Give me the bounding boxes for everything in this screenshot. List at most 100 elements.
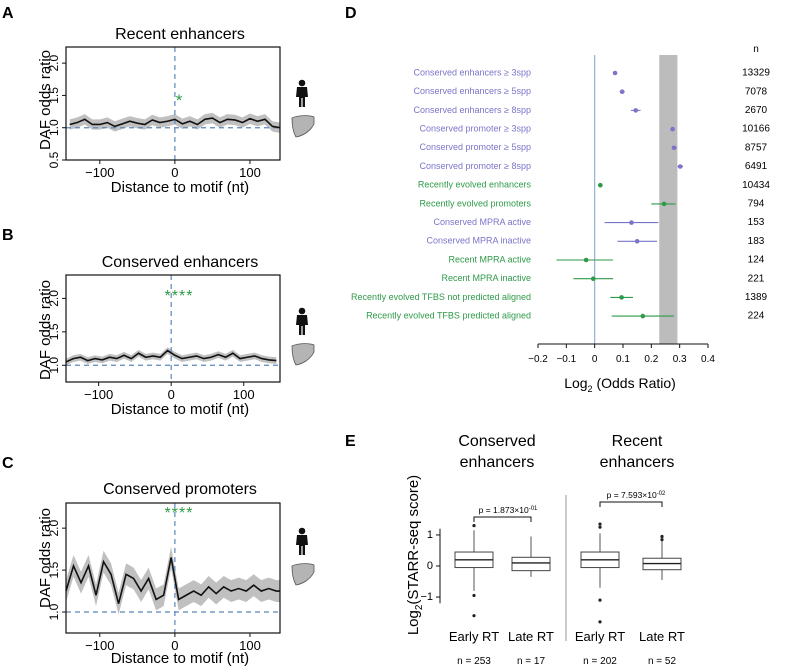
panel-d-row-n: 224 <box>748 311 765 322</box>
panel-b-xtick-label: −100 <box>84 387 113 402</box>
panel-a-xtick-label: 100 <box>239 165 261 180</box>
panel-d-row-label: Conserved promoter ≥ 3spp <box>420 123 532 133</box>
panel-e-box-label: Early RT <box>575 629 625 644</box>
panel-d-row-label: Recently evolved enhancers <box>418 180 532 190</box>
panel-d-point <box>619 89 625 94</box>
panel-c-title: Conserved promoters <box>103 481 257 498</box>
human-head <box>298 79 306 87</box>
panel-e-box-n: n = 202 <box>583 656 617 667</box>
panel-a-frame <box>65 46 281 161</box>
panel-d-row-n: 10434 <box>742 180 770 191</box>
panel-d-point <box>670 126 675 132</box>
panel-e-ylabel-rest: (STARR-seq score) <box>405 475 422 605</box>
human-body <box>296 315 308 335</box>
human-body <box>296 87 308 107</box>
panel-e-box-label: Late RT <box>508 629 554 644</box>
panel-a-xlabel: Distance to motif (nt) <box>111 179 249 196</box>
panel-e-letter: E <box>345 433 356 450</box>
panel-e-group2-title-line1: Recent <box>612 433 663 450</box>
panel-e-box <box>511 556 551 572</box>
panel-e-box-n: n = 17 <box>517 656 546 667</box>
panel-e-outlier <box>598 525 602 529</box>
panel-a-title: Recent enhancers <box>115 26 245 43</box>
panel-b-significance: **** <box>165 288 194 305</box>
panel-b-liver-icon <box>291 343 315 366</box>
panel-d-point <box>633 108 639 113</box>
liver-shape <box>291 343 315 366</box>
panel-b-ytick-label: 1.5 <box>47 323 61 340</box>
panel-a: A Recent enhancers DAF odds ratio Distan… <box>2 5 315 196</box>
panel-d-row-n: 1389 <box>745 292 768 303</box>
panel-c-ytick-label: 1.5 <box>47 561 61 578</box>
panel-d-row-label: Recently evolved TFBS not predicted alig… <box>351 292 531 302</box>
panel-b: B Conserved enhancers DAF odds ratio Dis… <box>2 227 315 418</box>
panel-b-title: Conserved enhancers <box>102 254 259 271</box>
panel-b-xtick-label: 100 <box>233 387 255 402</box>
panel-d-row-label: Conserved enhancers ≥ 5spp <box>413 86 531 96</box>
panel-a-ytick-label: 1.0 <box>47 119 61 136</box>
panel-d-xtick-label: 0.2 <box>644 354 658 365</box>
panel-e-ytick-label: −1 <box>420 591 433 603</box>
panel-d-row-n: 794 <box>748 199 765 210</box>
panel-c: C Conserved promoters DAF odds ratio Dis… <box>2 455 315 667</box>
panel-d-xtick-label: 0.4 <box>701 354 715 365</box>
panel-d-row-n: 124 <box>748 255 765 266</box>
panel-e-box-n: n = 52 <box>648 656 677 667</box>
panel-d-xtick-label: 0.1 <box>616 354 630 365</box>
panel-d-xlabel-base: Log <box>564 375 587 391</box>
panel-d-xlabel-rest: (Odds Ratio) <box>593 375 676 391</box>
panel-d-xtick-label: −0.1 <box>556 354 576 365</box>
panel-d: D n Log2 (Odds Ratio) Conserved enhancer… <box>345 5 770 394</box>
liver-shape <box>291 115 315 138</box>
panel-a-ylabel: DAF odds ratio <box>37 50 54 150</box>
panel-d-point <box>612 70 618 76</box>
panel-d-n-header: n <box>753 44 759 55</box>
panel-b-ylabel: DAF odds ratio <box>37 280 54 380</box>
panel-e-group1-pvalue-base: p = 1.873×10 <box>479 505 529 515</box>
panel-e-group1-pvalue-exp: -01 <box>529 506 538 512</box>
panel-c-frame <box>65 502 281 634</box>
panel-d-shaded-range <box>659 55 678 344</box>
panel-e-group2-pvalue-exp: -02 <box>657 491 666 497</box>
panel-d-point <box>590 276 596 282</box>
panel-d-point <box>640 313 646 319</box>
panel-a-human-figure-icon <box>296 79 308 107</box>
panel-d-row-label: Recently evolved TFBS predicted aligned <box>366 310 531 320</box>
panel-e-ytick-label: 0 <box>427 560 433 572</box>
panel-e-ylabel-base: Log <box>405 610 422 635</box>
panel-e-outlier <box>598 598 602 602</box>
panel-b-letter: B <box>2 227 14 244</box>
panel-e-group1-title-line2: enhancers <box>460 454 535 471</box>
panel-e-pvalue-bracket <box>599 501 663 507</box>
panel-a-ytick-label: 1.5 <box>47 87 61 104</box>
panel-d-row-label: Conserved MPRA active <box>433 217 531 227</box>
panel-e-ylabel: Log2(STARR-seq score) <box>405 475 425 635</box>
panel-b-human-figure-icon <box>296 307 308 335</box>
panel-c-xlabel: Distance to motif (nt) <box>111 650 249 667</box>
panel-a-series-line <box>69 117 281 129</box>
panel-d-xlabel-sub: 2 <box>588 384 593 394</box>
panel-b-xtick-label: 0 <box>168 387 175 402</box>
panel-d-row-label: Recently evolved promoters <box>419 198 531 208</box>
panel-d-point <box>619 295 624 300</box>
panel-d-point <box>634 239 640 244</box>
panel-b-ytick-label: 1.0 <box>47 357 61 374</box>
panel-c-xtick-label: 0 <box>171 638 178 653</box>
panel-d-row-n: 10166 <box>742 124 770 135</box>
panel-a-xtick-label: 0 <box>171 165 178 180</box>
panel-c-human-figure-icon <box>296 527 308 555</box>
panel-d-row-label: Recent MPRA inactive <box>441 273 531 283</box>
panel-e-group1-pvalue: p = 1.873×10-01 <box>479 505 538 515</box>
panel-c-letter: C <box>2 455 14 472</box>
panel-a-letter: A <box>2 5 14 22</box>
panel-d-xtick-label: 0.3 <box>673 354 687 365</box>
panel-e-outlier <box>472 593 476 598</box>
panel-e-ytick-label: 1 <box>427 529 433 541</box>
panel-d-row-label: Conserved promoter ≥ 8spp <box>420 161 532 171</box>
panel-c-xtick-label: −100 <box>85 638 114 653</box>
panel-b-series-line <box>65 349 277 363</box>
panel-c-ytick-label: 1.0 <box>47 603 61 620</box>
panel-d-row-label: Conserved enhancers ≥ 3spp <box>413 67 531 77</box>
panel-e-outlier <box>472 524 476 528</box>
